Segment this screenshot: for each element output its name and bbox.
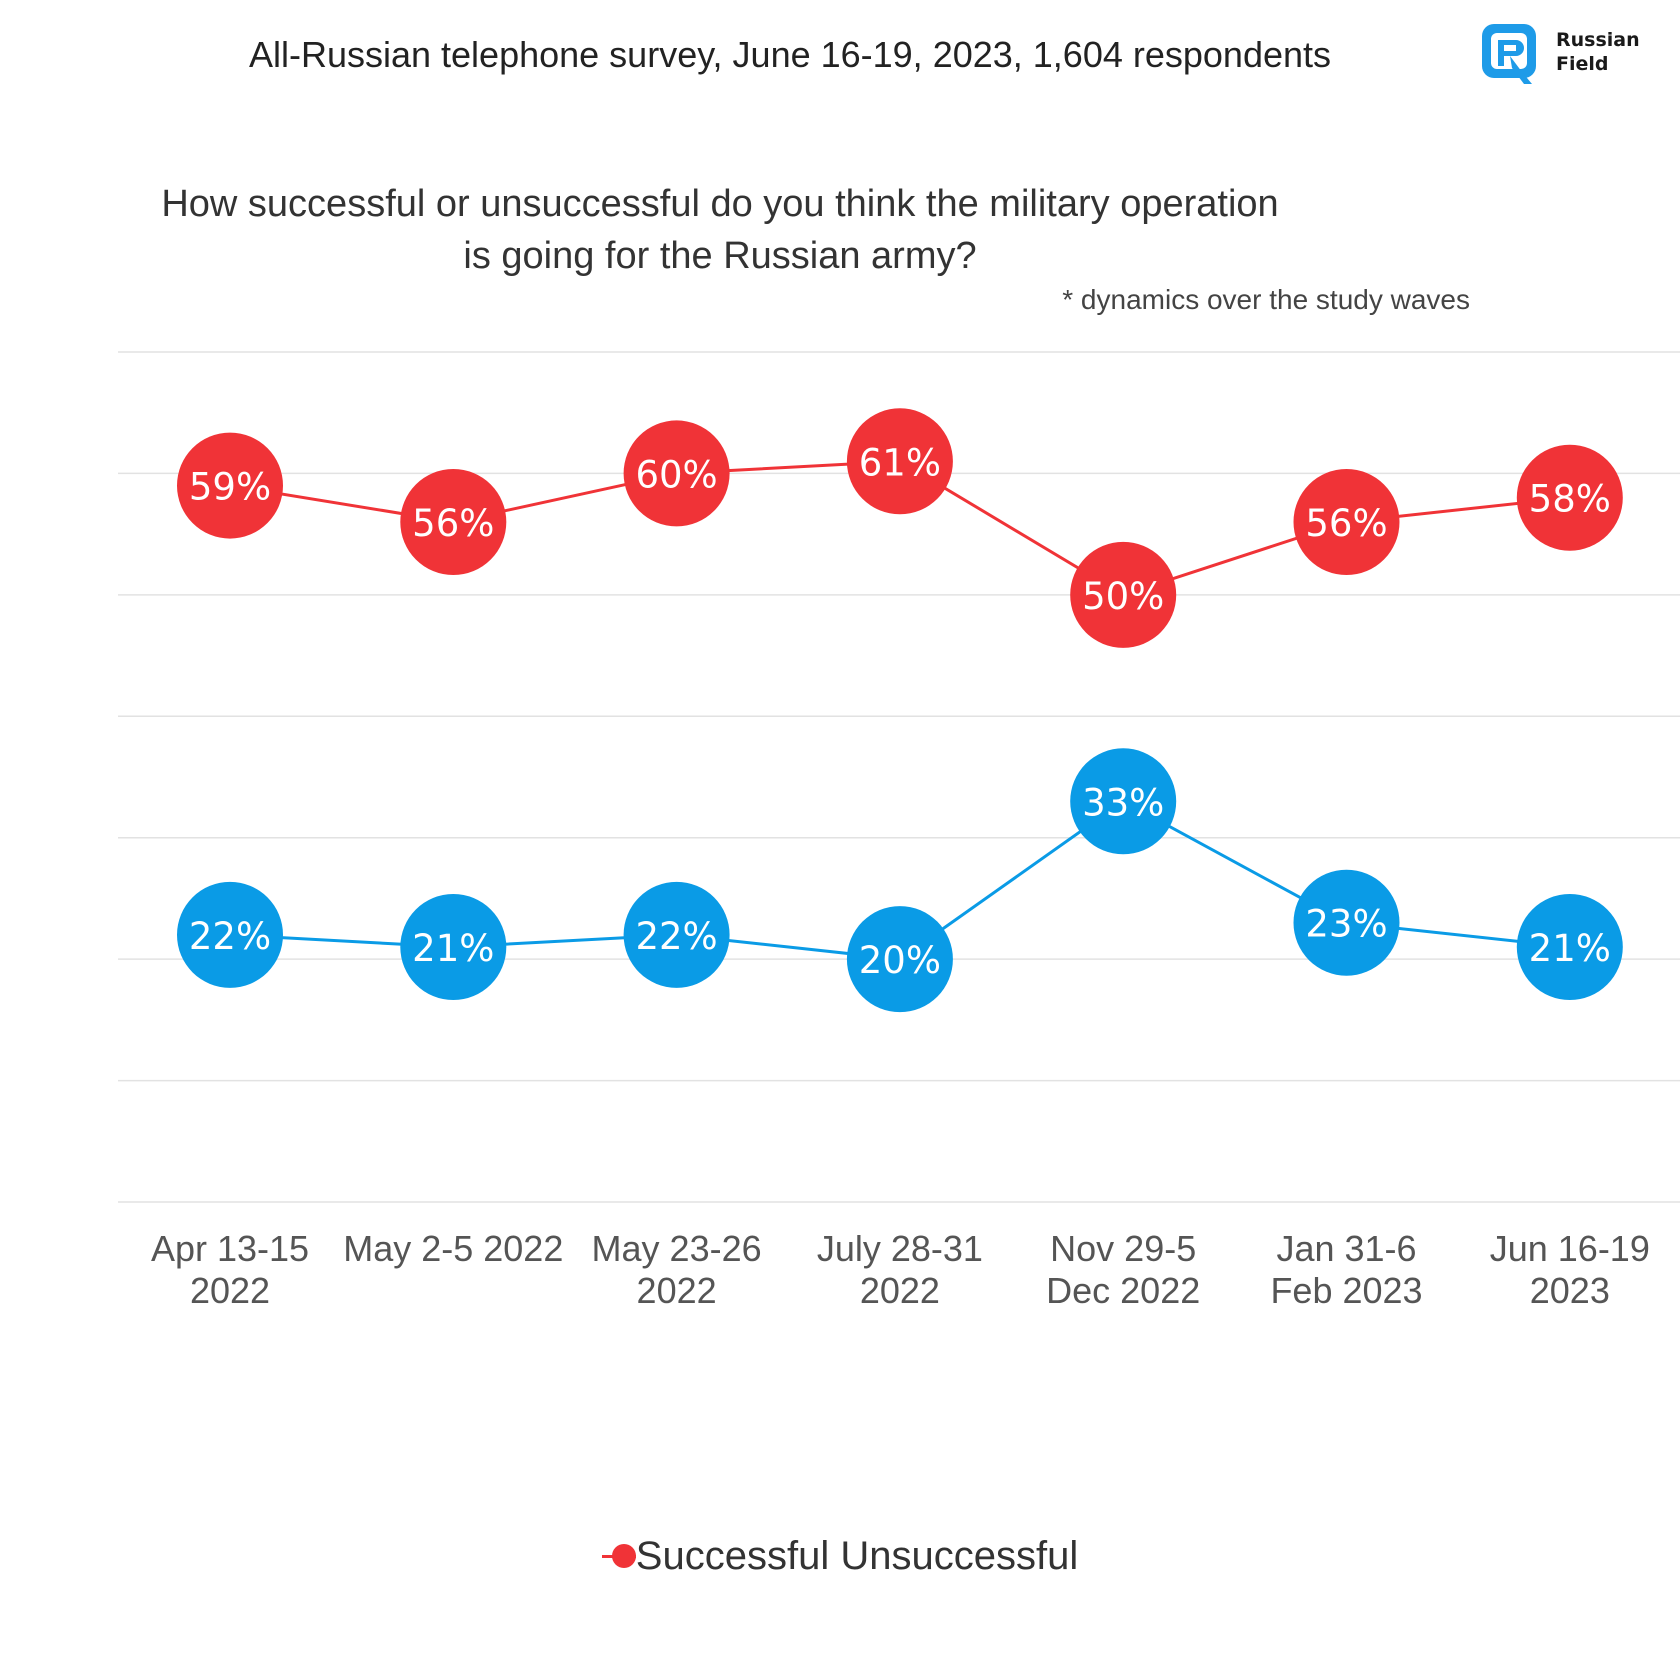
legend-marker-successful	[601, 1541, 636, 1571]
point-unsuccessful-2	[623, 881, 730, 988]
tick-label-4-0: Nov 29-5	[1050, 1228, 1196, 1269]
data-label-successful-0: 59%	[189, 466, 271, 509]
point-successful-2	[623, 420, 730, 527]
tick-label-2-1: 2022	[637, 1270, 717, 1311]
chart-subtitle: * dynamics over the study waves	[1062, 284, 1470, 315]
point-unsuccessful-4	[1070, 748, 1177, 855]
data-points: 59% 56% 60% 61% 50% 56% 58% 22% 21% 22% 20% 33% 23% 2…	[177, 408, 1623, 1013]
data-label-unsuccessful-6: 21%	[1529, 927, 1611, 970]
data-label-unsuccessful-5: 23%	[1305, 903, 1387, 946]
tick-label-3-1: 2022	[860, 1270, 940, 1311]
point-successful-3	[846, 408, 953, 515]
russian-field-logo-icon	[1482, 24, 1536, 84]
point-unsuccessful-5	[1293, 869, 1400, 976]
data-label-successful-2: 60%	[635, 453, 717, 496]
logo-text: Russian Field	[1556, 29, 1640, 75]
data-label-unsuccessful-0: 22%	[189, 915, 271, 958]
chart-title: How successful or unsuccessful do you th…	[161, 183, 1279, 277]
data-label-successful-1: 56%	[412, 502, 494, 545]
data-label-successful-6: 58%	[1529, 478, 1611, 521]
data-label-unsuccessful-4: 33%	[1082, 781, 1164, 824]
point-successful-5	[1293, 469, 1400, 575]
data-label-successful-5: 56%	[1305, 502, 1387, 545]
point-successful-1	[400, 469, 507, 575]
tick-label-5-0: Jan 31-6	[1276, 1228, 1416, 1269]
tick-label-2-0: May 23-26	[592, 1228, 762, 1269]
tick-label-5-1: Feb 2023	[1270, 1270, 1422, 1311]
point-successful-6	[1516, 444, 1623, 551]
tick-label-4-1: Dec 2022	[1046, 1270, 1200, 1311]
point-unsuccessful-6	[1516, 894, 1623, 1000]
survey-title: All-Russian telephone survey, June 16-19…	[248, 34, 1332, 75]
legend: Successful Unsuccessful	[0, 1532, 1680, 1579]
point-unsuccessful-0	[177, 881, 283, 988]
tick-label-0-1: 2022	[190, 1270, 270, 1311]
tick-label-6-0: Jun 16-19	[1490, 1228, 1650, 1269]
legend-text: Successful Unsuccessful	[635, 1533, 1079, 1578]
tick-label-6-1: 2023	[1530, 1270, 1610, 1311]
point-unsuccessful-3	[846, 906, 953, 1013]
tick-label-0-0: Apr 13-15	[151, 1228, 309, 1269]
tick-label-3-0: July 28-31	[817, 1228, 983, 1269]
data-label-successful-4: 50%	[1082, 575, 1164, 618]
data-label-unsuccessful-3: 20%	[859, 939, 941, 982]
point-unsuccessful-1	[400, 894, 507, 1000]
data-label-unsuccessful-1: 21%	[412, 927, 494, 970]
point-successful-0	[177, 432, 283, 539]
data-label-unsuccessful-2: 22%	[635, 915, 717, 958]
data-label-successful-3: 61%	[859, 441, 941, 484]
tick-label-1-0: May 2-5 2022	[343, 1228, 563, 1269]
point-successful-4	[1070, 541, 1177, 648]
